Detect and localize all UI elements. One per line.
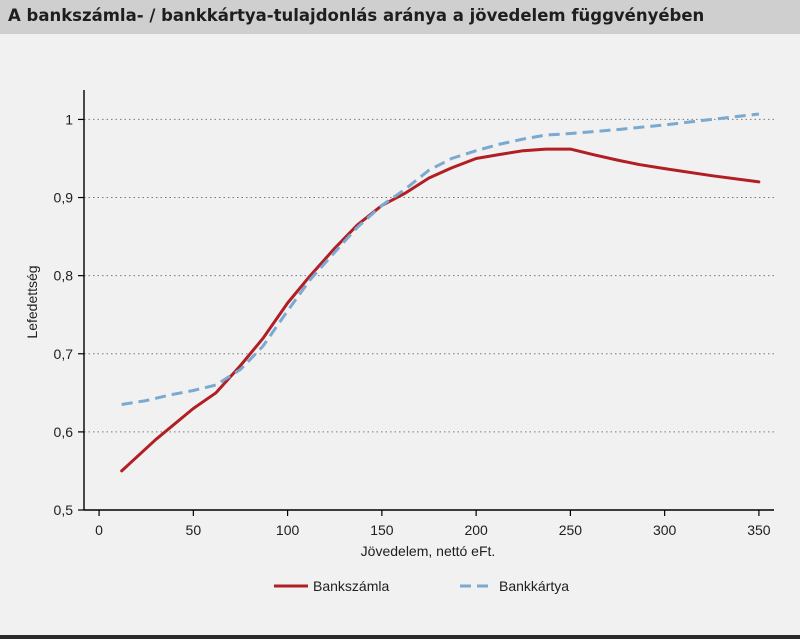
y-tick-label: 0,5 [54, 502, 74, 518]
x-tick-label: 50 [186, 522, 202, 538]
x-tick-label: 250 [559, 522, 583, 538]
legend-label-bankszamla: Bankszámla [313, 578, 389, 594]
axes [78, 90, 774, 516]
y-tick-label: 0,9 [54, 190, 74, 206]
x-tick-label: 100 [276, 522, 300, 538]
y-axis-title: Lefedettség [24, 265, 40, 338]
y-tick-label: 0,6 [54, 424, 74, 440]
series-line-bankszamla [120, 147, 761, 473]
y-tick-labels: 0,5 0,6 0,7 0,8 0,9 1 [54, 111, 74, 518]
legend: Bankszámla Bankkártya [274, 578, 569, 594]
x-tick-label: 200 [464, 522, 488, 538]
chart-title: A bankszámla- / bankkártya-tulajdonlás a… [8, 6, 705, 25]
x-tick-labels: 0 50 100 150 200 250 300 350 [95, 522, 771, 538]
y-tick-label: 0,7 [54, 346, 74, 362]
x-tick-label: 350 [747, 522, 771, 538]
y-tick-label: 0,8 [54, 268, 74, 284]
x-tick-label: 0 [95, 522, 103, 538]
legend-label-bankkartya: Bankkártya [499, 578, 569, 594]
y-tick-label: 1 [65, 111, 73, 127]
series-line-bankkartya [121, 112, 760, 406]
bottom-rule [0, 635, 800, 639]
series-lines [120, 112, 761, 473]
x-axis-title: Jövedelem, nettó eFt. [361, 543, 496, 559]
x-tick-label: 300 [653, 522, 677, 538]
title-bar: A bankszámla- / bankkártya-tulajdonlás a… [0, 0, 800, 34]
x-tick-label: 150 [370, 522, 394, 538]
